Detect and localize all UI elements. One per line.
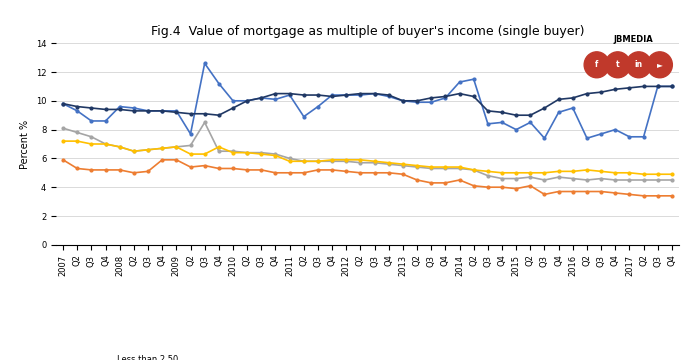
Y-axis label: Percent %: Percent %	[20, 120, 30, 168]
Text: f: f	[595, 60, 598, 69]
Text: ►: ►	[657, 60, 663, 69]
Circle shape	[626, 52, 651, 78]
Title: Fig.4  Value of mortgage as multiple of buyer's income (single buyer): Fig.4 Value of mortgage as multiple of b…	[150, 25, 584, 38]
Circle shape	[647, 52, 672, 78]
Text: in: in	[635, 60, 643, 69]
Text: JBMEDIA: JBMEDIA	[614, 35, 653, 44]
Circle shape	[584, 52, 609, 78]
Circle shape	[605, 52, 631, 78]
Text: t: t	[616, 60, 620, 69]
Legend: Less than 2.50
annual income, 2.50 < 3.00, 3.00 < 3.50, 3.50 < 4.00, 4.00 or ove: Less than 2.50 annual income, 2.50 < 3.0…	[94, 352, 491, 360]
